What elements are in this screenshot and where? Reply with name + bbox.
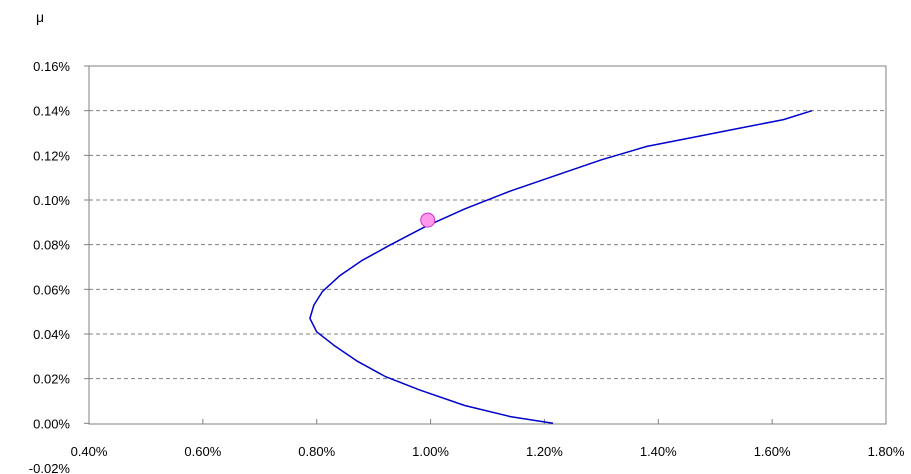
x-tick-label: 0.80% [298,444,335,459]
grid-lines [89,110,886,380]
x-tick-label: 1.20% [526,444,563,459]
y-tick-label: 0.08% [33,238,70,253]
y-tick-label: 0.00% [33,416,70,431]
x-tick-labels: 0.40% 0.60% 0.80% 1.00% 1.20% 1.40% 1.60% 1.80% [71,419,905,459]
y-tick-label: 0.04% [33,327,70,342]
x-tick-label: 1.60% [754,444,791,459]
x-tick-label: 1.40% [640,444,677,459]
y-axis-label: μ [36,9,44,25]
highlight-point [420,212,436,228]
series-layer [309,109,813,425]
x-tick-label: 1.00% [412,444,449,459]
y-tick-label: 0.14% [33,104,70,119]
y-tick-label: 0.16% [33,59,70,74]
y-tick-label: 0.02% [33,372,70,387]
y-tick-label: 0.10% [33,193,70,208]
x-tick-label: 0.40% [71,444,108,459]
x-tick-label: 0.60% [184,444,221,459]
y-tick-label: -0.02% [29,461,71,474]
x-tick-label: 1.80% [868,444,905,459]
y-tick-label: 0.12% [33,148,70,163]
series-line [309,109,813,425]
y-tick-label: 0.06% [33,282,70,297]
y-tick-labels: 0.16% 0.14% 0.12% 0.10% 0.08% 0.06% 0.04% 0.02%… [29,59,89,474]
